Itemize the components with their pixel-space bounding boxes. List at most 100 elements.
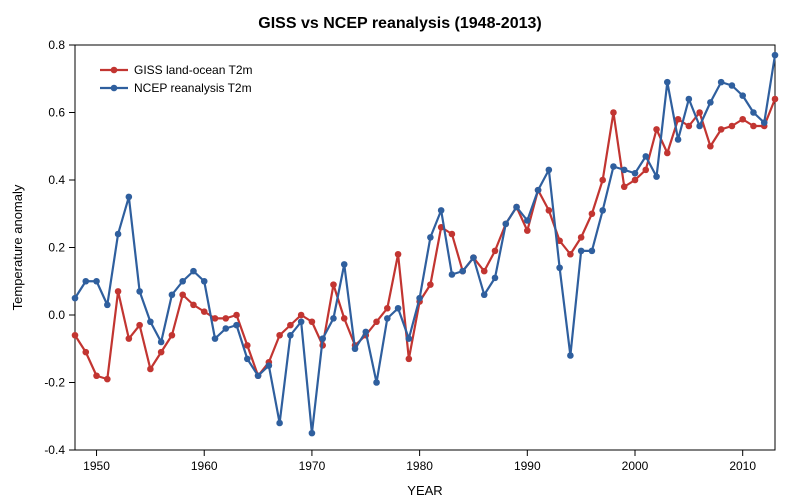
data-point (212, 335, 219, 342)
data-point (266, 362, 273, 369)
data-point (104, 376, 111, 383)
data-point (610, 163, 617, 170)
data-point (535, 187, 542, 194)
line-chart: -0.4-0.20.00.20.40.60.819501960197019801… (0, 0, 800, 500)
x-tick-label: 1950 (83, 459, 110, 473)
data-point (502, 221, 509, 228)
data-point (707, 99, 714, 106)
data-point (578, 248, 585, 255)
data-point (298, 318, 305, 325)
data-point (115, 288, 122, 295)
data-point (276, 420, 283, 427)
legend-marker (111, 67, 118, 74)
x-axis-label: YEAR (407, 483, 442, 498)
data-point (599, 207, 606, 214)
data-point (72, 332, 79, 339)
data-point (632, 177, 639, 184)
data-point (589, 248, 596, 255)
series-line-0 (75, 99, 775, 379)
data-point (352, 345, 359, 352)
data-point (686, 123, 693, 130)
data-point (707, 143, 714, 150)
data-point (201, 308, 208, 315)
plot-area (75, 45, 775, 450)
data-point (610, 109, 617, 116)
data-point (147, 366, 154, 373)
data-point (729, 82, 736, 89)
data-point (589, 210, 596, 217)
data-point (427, 234, 434, 241)
data-point (546, 207, 553, 214)
data-point (298, 312, 305, 319)
data-point (373, 318, 380, 325)
legend-marker (111, 85, 118, 92)
data-point (470, 254, 477, 261)
x-tick-label: 1990 (514, 459, 541, 473)
data-point (169, 332, 176, 339)
data-point (136, 288, 143, 295)
data-point (546, 167, 553, 174)
x-tick-label: 1960 (191, 459, 218, 473)
data-point (384, 315, 391, 322)
data-point (244, 342, 251, 349)
x-tick-label: 2000 (622, 459, 649, 473)
data-point (718, 126, 725, 133)
x-tick-label: 1970 (299, 459, 326, 473)
data-point (513, 204, 520, 211)
data-point (406, 356, 413, 363)
chart-container: -0.4-0.20.00.20.40.60.819501960197019801… (0, 0, 800, 500)
data-point (696, 109, 703, 116)
data-point (341, 315, 348, 322)
data-point (233, 312, 240, 319)
data-point (416, 295, 423, 302)
data-point (750, 109, 757, 116)
data-point (395, 305, 402, 312)
chart-title: GISS vs NCEP reanalysis (1948-2013) (258, 15, 541, 32)
data-point (481, 291, 488, 298)
data-point (395, 251, 402, 258)
data-point (653, 126, 660, 133)
data-point (772, 52, 779, 59)
data-point (427, 281, 434, 288)
data-point (126, 194, 133, 201)
data-point (330, 281, 337, 288)
data-point (438, 207, 445, 214)
data-point (556, 264, 563, 271)
data-point (524, 227, 531, 234)
data-point (330, 315, 337, 322)
data-point (276, 332, 283, 339)
y-tick-label: 0.2 (48, 241, 65, 255)
data-point (158, 339, 165, 346)
data-point (492, 275, 499, 282)
data-point (664, 79, 671, 86)
y-tick-label: -0.2 (44, 376, 65, 390)
data-point (287, 322, 294, 329)
data-point (578, 234, 585, 241)
data-point (621, 183, 628, 190)
data-point (72, 295, 79, 302)
data-point (739, 116, 746, 123)
data-point (93, 278, 100, 285)
data-point (761, 119, 768, 126)
data-point (362, 329, 369, 336)
y-tick-label: 0.0 (48, 308, 65, 322)
y-tick-label: 0.6 (48, 106, 65, 120)
data-point (642, 153, 649, 160)
data-point (244, 356, 251, 363)
data-point (147, 318, 154, 325)
data-point (449, 231, 456, 238)
data-point (287, 332, 294, 339)
data-point (222, 315, 229, 322)
y-tick-label: -0.4 (44, 443, 65, 457)
data-point (718, 79, 725, 86)
data-point (492, 248, 499, 255)
data-point (772, 96, 779, 103)
data-point (750, 123, 757, 130)
data-point (449, 271, 456, 278)
data-point (653, 173, 660, 180)
legend-label: GISS land-ocean T2m (134, 63, 253, 77)
data-point (524, 217, 531, 224)
data-point (233, 322, 240, 329)
data-point (104, 302, 111, 309)
data-point (115, 231, 122, 238)
